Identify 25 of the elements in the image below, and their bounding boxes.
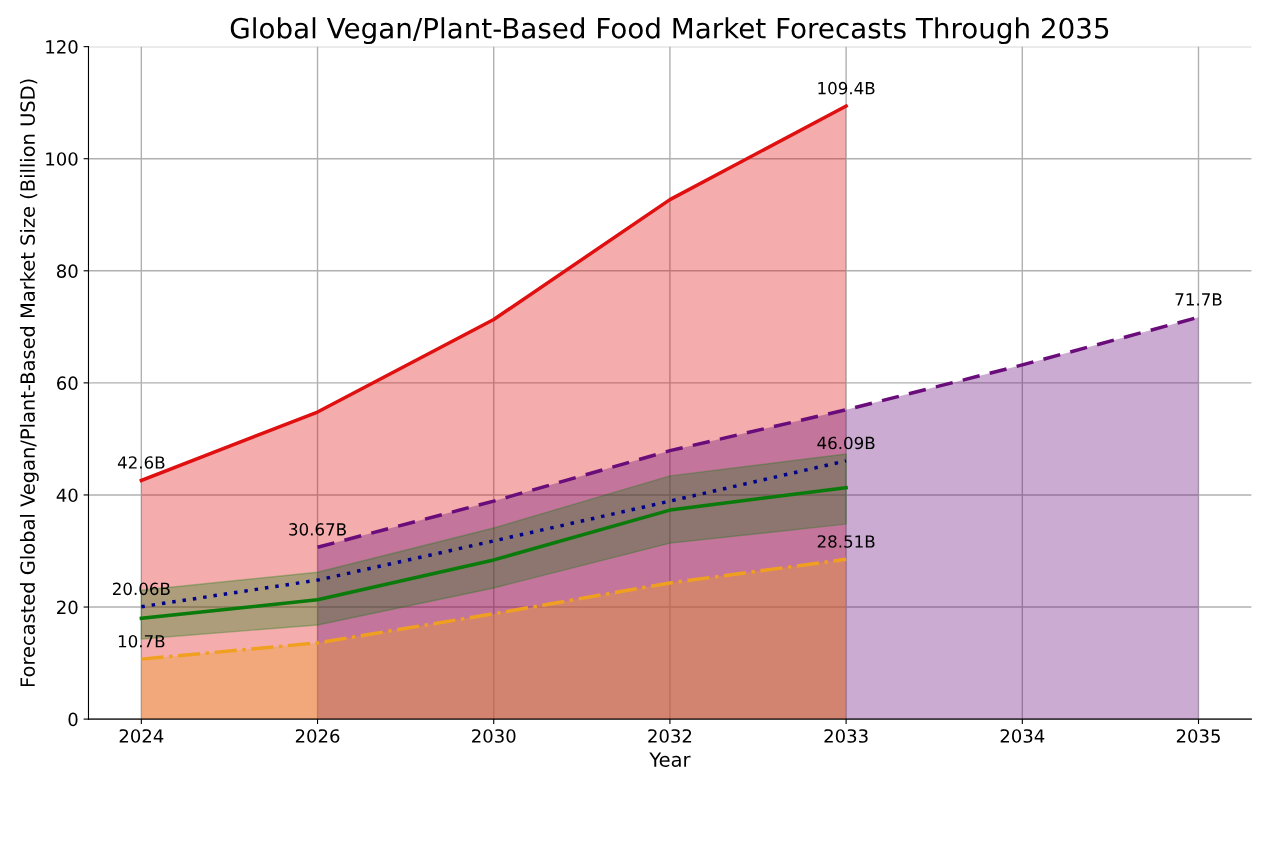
data-label: 42.6B bbox=[117, 456, 165, 469]
y-tick-label: 40 bbox=[56, 488, 78, 503]
y-tick-label: 120 bbox=[46, 40, 78, 54]
x-tick-label: 2035 bbox=[1176, 729, 1220, 743]
x-tick-label: 2026 bbox=[295, 729, 340, 743]
x-tick-label: 2033 bbox=[824, 729, 868, 743]
y-tick-label: 20 bbox=[57, 600, 78, 615]
data-label: 28.51B bbox=[817, 535, 875, 548]
x-axis-title: Year bbox=[649, 752, 691, 767]
data-label: 10.7B bbox=[118, 634, 165, 648]
data-label: 30.67B bbox=[289, 523, 346, 536]
y-tick-label: 0 bbox=[68, 712, 78, 727]
x-tick-label: 2032 bbox=[648, 729, 692, 743]
data-label: 20.06B bbox=[112, 582, 170, 596]
data-label: 71.7B bbox=[1175, 293, 1222, 306]
x-tick-label: 2024 bbox=[119, 729, 164, 743]
x-tick-label: 2034 bbox=[1000, 729, 1045, 743]
y-tick-label: 80 bbox=[57, 264, 78, 278]
data-label: 109.4B bbox=[818, 81, 875, 95]
y-tick-label: 60 bbox=[57, 376, 78, 390]
y-tick-label: 100 bbox=[46, 152, 78, 166]
y-axis-title: Forecasted Global Vegan/Plant-Based Market Size (Billion USD) bbox=[19, 79, 39, 687]
data-label: 46.09B bbox=[817, 436, 875, 450]
x-tick-label: 2030 bbox=[472, 729, 516, 743]
chart-title: Global Vegan/Plant-Based Food Market Forecasts Through 2035 bbox=[230, 17, 1109, 45]
